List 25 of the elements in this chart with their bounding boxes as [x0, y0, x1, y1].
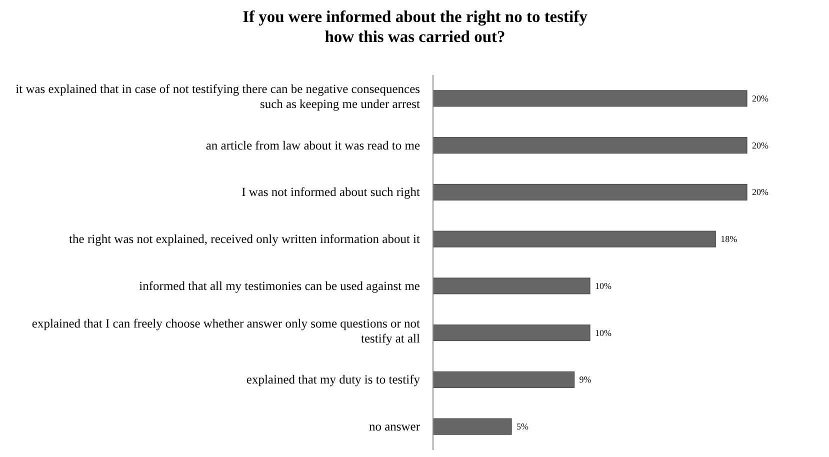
- bar: [432, 371, 575, 388]
- y-tick-label: no answer: [368, 420, 421, 434]
- data-label: 20%: [752, 140, 769, 150]
- bar: [432, 324, 590, 342]
- y-tick-label: informed that all my testimonies can be used against me: [139, 278, 420, 293]
- bar: [432, 137, 748, 154]
- data-label: 10%: [595, 280, 612, 291]
- y-tick-label: explained that my duty is to testify: [246, 372, 421, 387]
- y-tick-label: explained that I can freely choose whether answer only some questions or not testify at all: [32, 316, 421, 346]
- data-label: 18%: [720, 234, 738, 244]
- data-label: 20%: [752, 93, 769, 104]
- chart-title: If you were informed about the right no to testify how this was carried out?: [242, 7, 588, 46]
- y-tick-label: an article from law about it was read to me: [206, 138, 420, 152]
- bar: [432, 230, 716, 248]
- data-label: 10%: [595, 328, 612, 338]
- y-tick-label: it was explained that in case of not testifying there can be negative consequences such as keeping me under arrest: [16, 82, 421, 111]
- bar: [432, 90, 748, 107]
- data-label: 5%: [516, 422, 529, 432]
- bar: [432, 184, 748, 200]
- data-label: 9%: [579, 374, 592, 385]
- bar: [432, 418, 512, 435]
- y-tick-label: the right was not explained, received only written information about it: [69, 232, 421, 246]
- bar: [432, 278, 590, 294]
- y-tick-label: I was not informed about such right: [242, 185, 421, 200]
- data-label: 20%: [752, 187, 769, 198]
